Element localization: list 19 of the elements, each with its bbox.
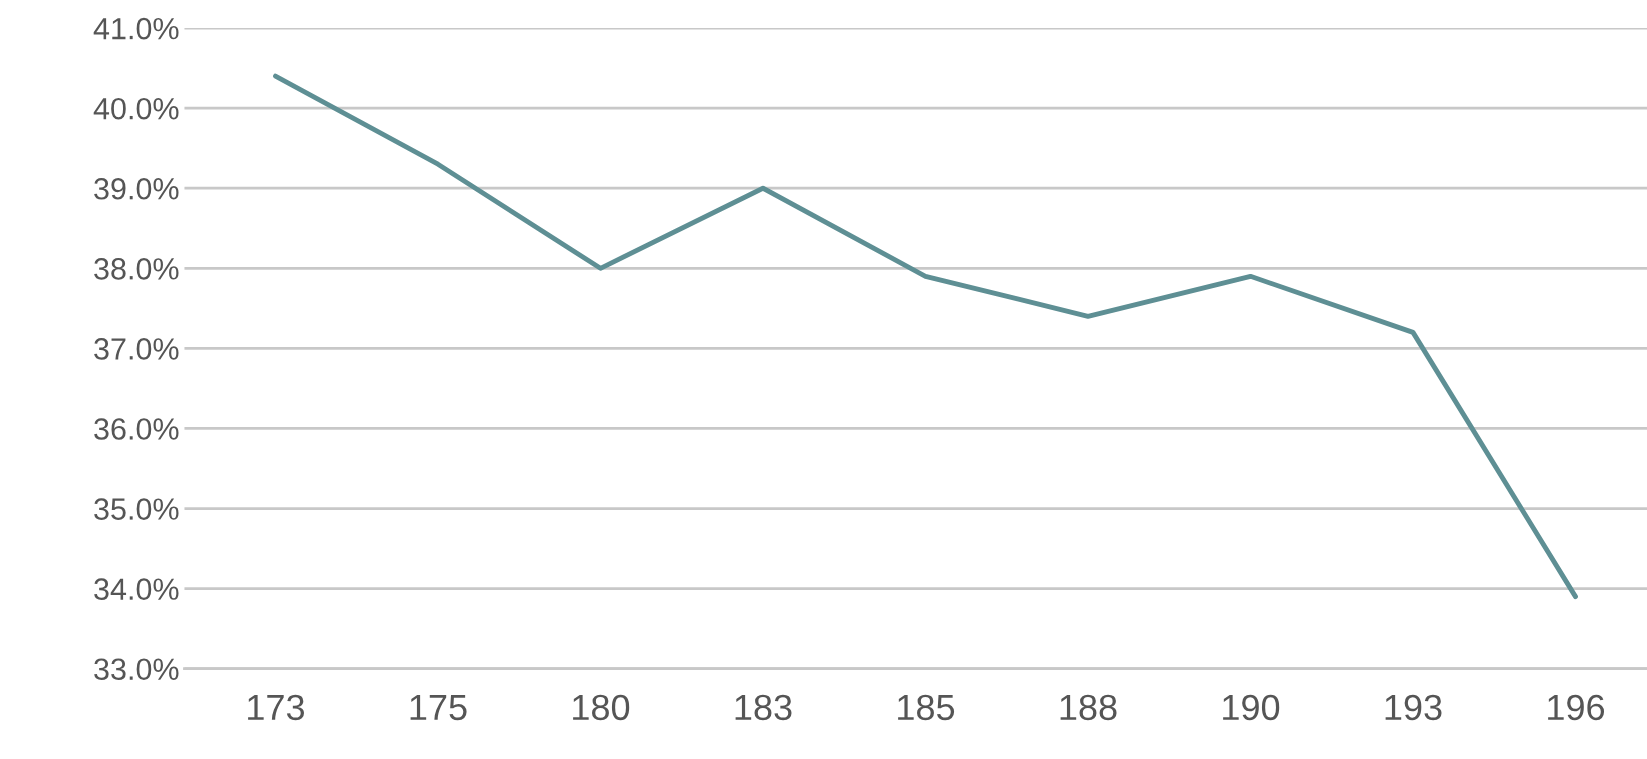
x-tick-label: 196 <box>1548 694 1605 721</box>
x-tick-label: 180 <box>573 694 630 721</box>
y-tick-label: 37.0% <box>94 338 179 360</box>
y-tick-label: 34.0% <box>94 578 179 600</box>
y-tick-label: 36.0% <box>94 418 179 440</box>
y-tick-label: 35.0% <box>94 498 179 520</box>
x-tick-label: 175 <box>410 695 467 721</box>
x-tick-label: 188 <box>1060 694 1117 721</box>
x-tick-label: 185 <box>898 694 955 721</box>
y-tick-label: 39.0% <box>94 177 179 200</box>
y-tick-label: 41.0% <box>93 17 179 40</box>
y-tick-label: 33.0% <box>94 658 179 681</box>
x-tick-label: 173 <box>248 694 305 721</box>
x-tick-label: 183 <box>735 694 792 721</box>
x-tick-label: 190 <box>1223 694 1280 721</box>
y-tick-label: 40.0% <box>93 97 179 120</box>
line-series <box>273 73 1578 600</box>
x-tick-label: 193 <box>1385 694 1442 721</box>
y-tick-label: 38.0% <box>94 258 179 280</box>
